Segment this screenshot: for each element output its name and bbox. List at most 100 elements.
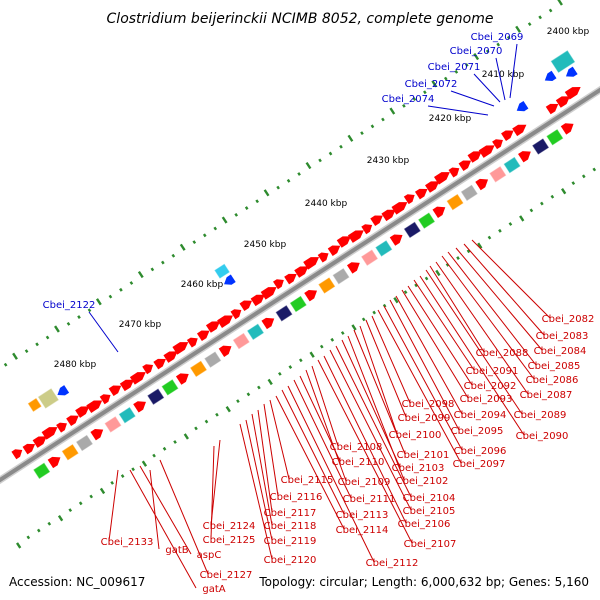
outer-tick <box>77 315 81 319</box>
outer-tick <box>213 226 218 231</box>
inner-tick <box>16 542 22 549</box>
outer-tick <box>360 131 364 136</box>
gene-label: Cbei_2112 <box>366 558 419 569</box>
inner-tick <box>68 508 73 513</box>
gene-shape <box>550 49 576 74</box>
gene-shape <box>172 342 189 355</box>
forward-gene <box>492 139 503 150</box>
blue-gene <box>224 274 236 285</box>
inner-tick <box>36 528 41 533</box>
outer-tick <box>137 270 144 279</box>
inner-tick <box>131 467 135 472</box>
inner-tick <box>298 358 303 363</box>
forward-gene <box>478 145 495 158</box>
gene-shape <box>230 309 242 320</box>
leader-line <box>335 345 412 498</box>
inner-tick <box>173 440 177 444</box>
gene-label: Cbei_2120 <box>264 555 317 566</box>
outer-tick <box>464 63 469 67</box>
leader-line <box>509 43 518 99</box>
inner-tick <box>215 412 219 417</box>
outer-tick <box>202 233 207 238</box>
inner-tick <box>257 385 261 390</box>
outer-tick <box>54 325 60 333</box>
gene-shape <box>564 87 581 100</box>
gene-label: Cbei_2082 <box>542 314 595 325</box>
reverse-gene <box>118 406 137 425</box>
reverse-gene <box>560 123 574 135</box>
gene-label: Cbei_2098 <box>402 399 455 410</box>
outer-tick <box>108 294 113 299</box>
leader-line <box>88 311 119 353</box>
reverse-gene <box>403 221 422 239</box>
blue-gene <box>544 70 557 81</box>
leader-line <box>311 365 339 447</box>
leader-line <box>159 459 209 575</box>
gene-shape <box>146 387 165 406</box>
tick-label: 2470 kbp <box>119 320 162 330</box>
olive-gene <box>37 387 60 410</box>
inner-tick <box>414 283 418 288</box>
gene-shape <box>133 401 146 413</box>
gene-shape <box>327 245 341 257</box>
leader-line <box>323 355 407 524</box>
reverse-gene <box>460 183 479 202</box>
reverse-gene <box>346 262 360 274</box>
inner-tick <box>78 501 83 506</box>
gene-label: Cbei_2092 <box>464 381 517 392</box>
outer-tick <box>389 107 396 115</box>
inner-tick <box>152 453 156 458</box>
outer-tick <box>328 151 333 156</box>
forward-gene <box>205 321 221 333</box>
outer-tick <box>192 240 197 245</box>
tick-label: 2480 kbp <box>54 360 97 370</box>
gene-shape <box>153 358 166 370</box>
inner-tick <box>288 365 293 369</box>
reverse-gene <box>389 234 403 246</box>
gene-shape <box>232 332 251 350</box>
forward-gene <box>391 202 408 215</box>
forward-gene <box>41 427 58 440</box>
reverse-gene <box>189 360 208 378</box>
inner-tick <box>26 535 31 540</box>
reverse-gene <box>246 322 265 341</box>
gene-label: Cbei_2114 <box>336 525 389 536</box>
outer-tick <box>412 97 417 101</box>
gene-shape <box>381 209 396 222</box>
forward-gene <box>99 394 111 405</box>
inner-tick <box>309 351 315 358</box>
inner-tick <box>435 269 441 277</box>
gene-shape <box>41 427 58 440</box>
gene-shape <box>203 350 222 369</box>
inner-tick <box>581 174 586 179</box>
forward-gene <box>303 257 320 270</box>
forward-gene <box>425 181 440 193</box>
inner-tick <box>141 460 148 467</box>
gene-shape <box>361 224 373 235</box>
outer-tick <box>244 206 249 210</box>
gene-shape <box>27 397 43 413</box>
gene-label: Cbei_2110 <box>332 457 385 468</box>
outer-tick <box>3 362 8 367</box>
gene-shape <box>32 436 47 448</box>
gene-label: Cbei_2106 <box>398 519 451 530</box>
cyan-gene <box>213 263 231 280</box>
inner-tick <box>120 474 125 478</box>
reverse-gene <box>360 248 379 267</box>
gene-shape <box>475 178 489 191</box>
outer-tick <box>515 25 522 33</box>
outer-tick <box>45 335 50 340</box>
gene-label: Cbei_2087 <box>520 390 573 401</box>
gene-label: gatA <box>202 584 225 595</box>
gene-shape <box>90 429 104 441</box>
gene-label: Cbei_2122 <box>43 300 96 311</box>
gene-label: Cbei_2125 <box>203 535 256 546</box>
outer-tick <box>527 22 532 27</box>
reverse-gene <box>32 461 51 480</box>
inner-tick <box>445 262 450 267</box>
inner-tick <box>267 378 273 386</box>
gene-shape <box>516 100 529 112</box>
outer-tick <box>24 349 29 354</box>
reverse-gene <box>103 415 123 434</box>
gene-shape <box>261 317 275 330</box>
